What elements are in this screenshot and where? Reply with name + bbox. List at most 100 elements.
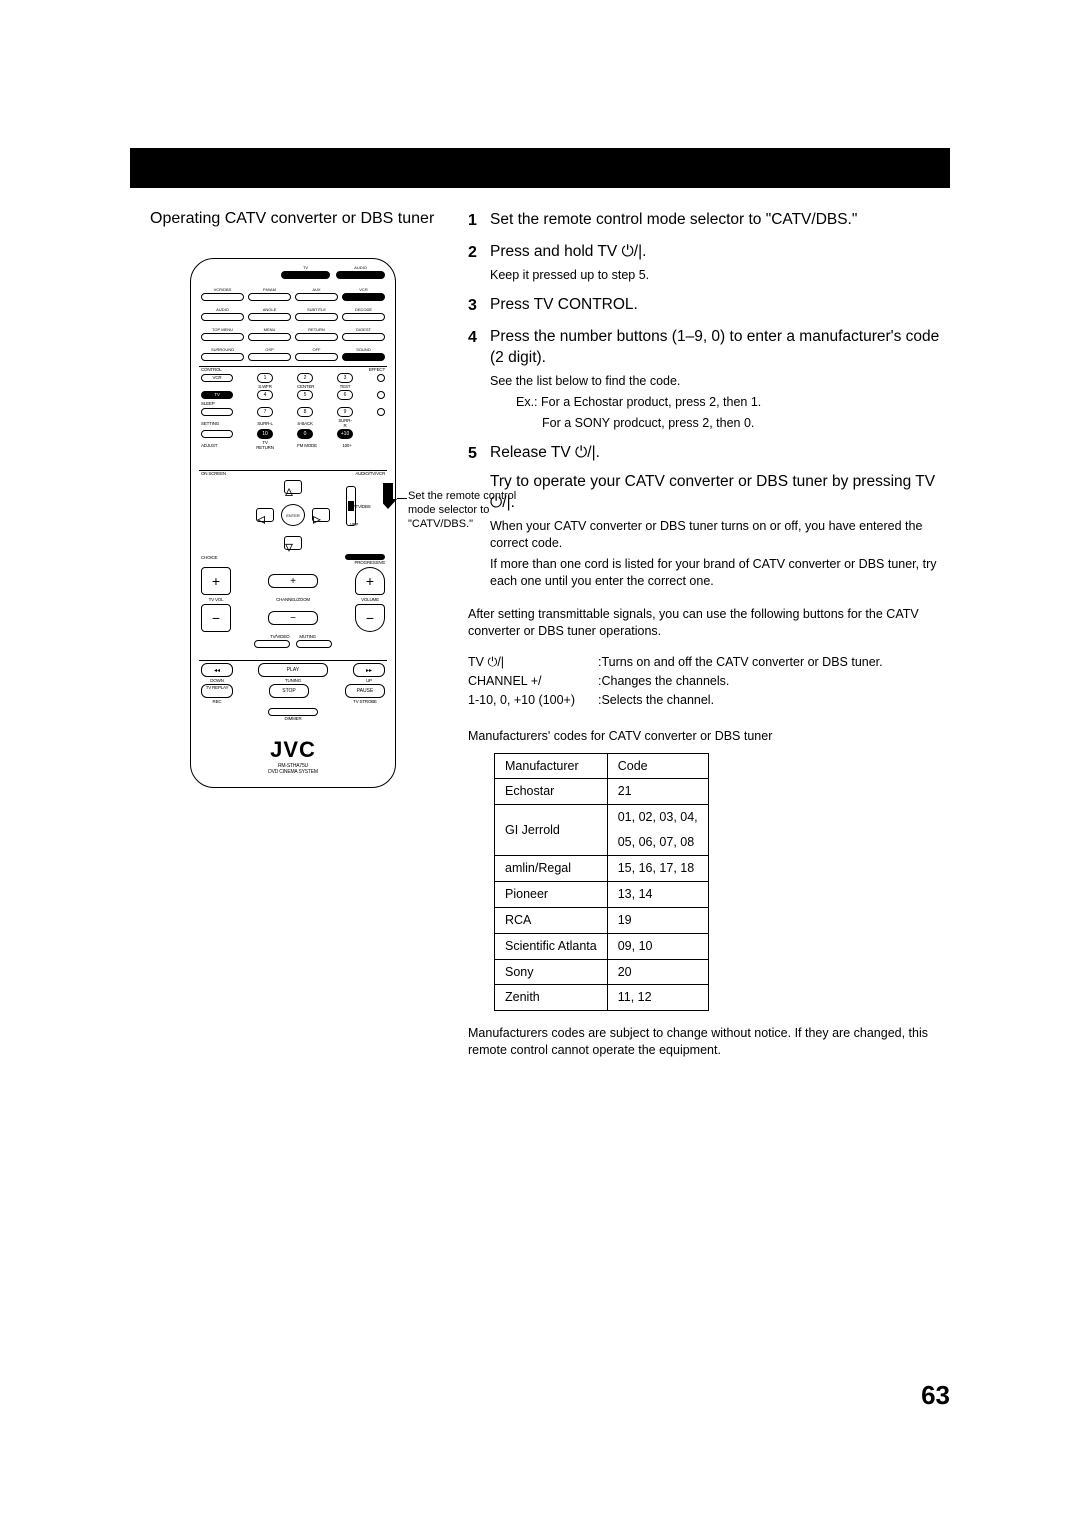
btn-return xyxy=(295,333,338,341)
label-channelzoom: CHANNEL/ZOOM xyxy=(268,597,318,602)
btn-stop: STOP xyxy=(269,684,309,698)
label-decode: DECODE xyxy=(342,307,385,312)
label-volume: VOLUME xyxy=(355,597,385,602)
remote-body: TV AUDIO VCR/DBS FM/AM AUX xyxy=(190,258,396,788)
btn-ff: ▸▸ xyxy=(353,663,385,677)
table-row: Scientific Atlanta09, 10 xyxy=(495,933,709,959)
label-audiotvvcr: AUDIO/TV/VCR xyxy=(345,471,385,476)
steps-list: 1Set the remote control mode selector to… xyxy=(468,210,948,592)
remote-illustration: TV AUDIO VCR/DBS FM/AM AUX xyxy=(190,258,410,788)
btn-off xyxy=(295,353,338,361)
num-9: 9 xyxy=(337,407,353,417)
step-subtext: When your CATV converter or DBS tuner tu… xyxy=(490,518,948,552)
button-name: CHANNEL +/ xyxy=(468,672,598,691)
btn-surround xyxy=(201,353,244,361)
step-subtext: Keep it pressed up to step 5. xyxy=(490,267,948,284)
label-choice: CHOICE xyxy=(201,555,231,560)
step-number: 2 xyxy=(468,242,490,286)
label-vcr: VCR xyxy=(342,287,385,292)
left-title: Operating CATV converter or DBS tuner xyxy=(150,210,450,228)
num-10: 10 xyxy=(257,429,273,439)
step-subtext: See the list below to find the code. xyxy=(490,373,948,390)
label-control: CONTROL xyxy=(201,367,233,372)
effect-dot-1 xyxy=(377,374,385,382)
num-5: 5 xyxy=(297,390,313,400)
label-onscreen: ON SCREEN xyxy=(201,471,231,476)
label-sound: SOUND xyxy=(342,347,385,352)
step-subtext: For a SONY prodcuct, press 2, then 0. xyxy=(490,415,948,432)
num-1: 1 xyxy=(257,373,273,383)
label-topmenu: TOP MENU xyxy=(201,327,244,332)
step-number: 1 xyxy=(468,210,490,232)
label-audio2: AUDIO xyxy=(201,307,244,312)
button-name: TV ⏻/| xyxy=(468,653,598,672)
right-column: 1Set the remote control mode selector to… xyxy=(468,210,948,1059)
btn-fmam xyxy=(248,293,291,301)
label-off: OFF xyxy=(295,347,338,352)
label-muting: MUTING xyxy=(299,634,316,639)
button-desc: :Turns on and off the CATV converter or … xyxy=(598,653,883,672)
step-text: Press and hold TV ⏻/|. xyxy=(490,242,948,263)
step-number: 5 xyxy=(468,443,490,591)
label-return: RETURN xyxy=(295,327,338,332)
callout-leader xyxy=(397,498,407,499)
label-fmam: FM/AM xyxy=(248,287,291,292)
btn-tvvideo xyxy=(254,640,290,648)
label-tvvol: TV VOL xyxy=(201,597,231,602)
dpad-down: ▿ xyxy=(284,536,302,550)
left-column: Operating CATV converter or DBS tuner TV… xyxy=(150,210,450,788)
button-desc: :Selects the channel. xyxy=(598,691,714,710)
th-code: Code xyxy=(607,753,708,779)
step-number: 3 xyxy=(468,295,490,317)
table-row: amlin/Regal15, 16, 17, 18 xyxy=(495,856,709,882)
btn-pause: PAUSE xyxy=(345,684,385,698)
volume-down: − xyxy=(355,604,385,632)
label-tv: TV xyxy=(281,265,330,270)
tv-vol-down: − xyxy=(201,604,231,632)
label-progressive: PROGRESSIVE xyxy=(201,560,385,565)
btn-decode xyxy=(342,313,385,321)
footnote: Manufacturers codes are subject to chang… xyxy=(468,1025,948,1059)
dpad-up: ▵ xyxy=(284,480,302,494)
btn-menu xyxy=(248,333,291,341)
label-vcrdbs: VCR/DBS xyxy=(201,287,244,292)
step-text: Press the number buttons (1–9, 0) to ent… xyxy=(490,327,948,369)
step-subtext: If more than one cord is listed for your… xyxy=(490,556,948,590)
effect-dot-2 xyxy=(377,391,385,399)
step-text: Release TV ⏻/|. xyxy=(490,443,948,464)
table-row: Echostar21 xyxy=(495,779,709,805)
label-subtitle: SUBTITLE xyxy=(295,307,338,312)
button-desc: :Changes the channels. xyxy=(598,672,729,691)
btn-tvreplay: TV REPLAY xyxy=(201,684,233,698)
dpad-left: ◃ xyxy=(256,508,274,522)
mfr-codes-table: Manufacturer Code Echostar21GI Jerrold01… xyxy=(494,753,709,1012)
label-audio: AUDIO xyxy=(336,265,385,270)
btn-subtitle xyxy=(295,313,338,321)
btn-tv-control: TV xyxy=(201,391,233,399)
system-name: DVD CINEMA SYSTEM xyxy=(191,769,395,775)
audio-power-btn xyxy=(336,271,385,279)
num-3: 3 xyxy=(337,373,353,383)
table-row: Zenith11, 12 xyxy=(495,985,709,1011)
label-effect: EFFECT xyxy=(353,367,385,372)
section-header-bar xyxy=(130,148,950,188)
table-row: RCA19 xyxy=(495,907,709,933)
after-setting-text: After setting transmittable signals, you… xyxy=(468,606,948,640)
arrow-indicator-icon xyxy=(383,483,397,509)
step-subtext: Ex.: For a Echostar product, press 2, th… xyxy=(490,394,948,411)
enter-btn: ENTER xyxy=(281,504,305,526)
mfr-codes-title: Manufacturers' codes for CATV converter … xyxy=(468,728,948,745)
volume-up: + xyxy=(355,567,385,595)
page-number: 63 xyxy=(921,1380,950,1411)
label-angle: ANGLE xyxy=(248,307,291,312)
tv-vol-up: + xyxy=(201,567,231,595)
label-vfp: VFP xyxy=(350,522,370,527)
step-text: Press TV CONTROL. xyxy=(490,295,948,316)
dpad: ▵ ▿ ◃ ▹ ENTER CATV/DBS VFP xyxy=(248,480,338,550)
btn-audio2 xyxy=(201,313,244,321)
btn-aux xyxy=(295,293,338,301)
label-digest: DIGEST xyxy=(342,327,385,332)
num-plus10: +10 xyxy=(337,429,353,439)
label-osp: OSP xyxy=(248,347,291,352)
dpad-right: ▹ xyxy=(312,508,330,522)
